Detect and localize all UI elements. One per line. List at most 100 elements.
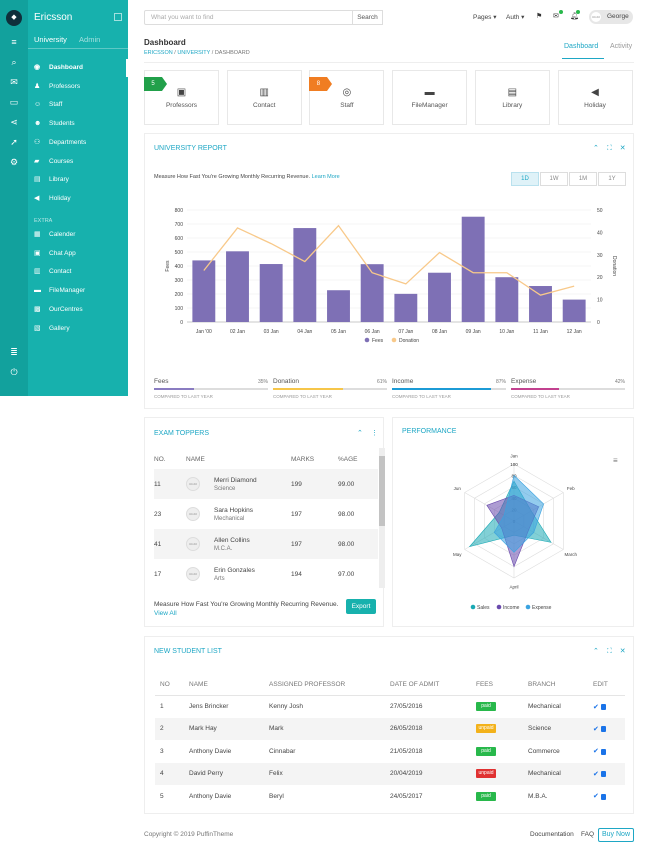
bar[interactable] [529, 286, 552, 322]
quick-card-library[interactable]: ▤ Library [474, 70, 550, 125]
table-row[interactable]: 11 40x40 Merri Diamond Science 199 99.00 [154, 469, 378, 499]
sidebar-item-staff[interactable]: ☺ Staff [34, 99, 128, 111]
edit-icon[interactable]: ✔ [593, 793, 599, 801]
logo-icon[interactable]: ◆ [6, 10, 22, 26]
user-menu[interactable]: 40x40 George [589, 10, 633, 24]
inbox-icon[interactable]: ✉ [10, 77, 18, 87]
settings-icon[interactable]: ⚙ [9, 157, 19, 167]
range-1w[interactable]: 1W [540, 172, 568, 186]
folder-icon[interactable]: ▭ [9, 97, 19, 107]
legend-sales[interactable]: Sales [477, 605, 490, 611]
delete-icon[interactable] [600, 726, 606, 733]
search-icon[interactable]: ⌕ [11, 57, 17, 67]
tab-dashboard[interactable]: Dashboard [564, 43, 599, 50]
close-icon[interactable]: ✕ [619, 145, 626, 152]
sidebar-item-professors[interactable]: ♟ Professors [34, 81, 128, 93]
search-button[interactable]: Search [353, 10, 383, 25]
bar[interactable] [327, 290, 350, 322]
chart-menu-icon[interactable]: ≡ [613, 456, 618, 465]
collapse-icon[interactable]: ⌃ [593, 145, 599, 152]
sidebar-item-contact[interactable]: ▥ Contact [34, 266, 128, 278]
sidebar-item-dashboard[interactable]: ◉ Dashboard [34, 59, 128, 77]
edit-icon[interactable]: ✔ [593, 725, 599, 733]
edit-icon[interactable]: ✔ [593, 770, 599, 778]
documentation-link[interactable]: Documentation [530, 831, 574, 838]
bar[interactable] [394, 293, 418, 322]
breadcrumb-university[interactable]: UNIVERSITY [177, 50, 211, 56]
table-row[interactable]: 17 40x40 Erin Gonzales Arts 194 97.00 [154, 559, 378, 589]
collapse-icon[interactable]: ⌃ [357, 430, 363, 437]
table-row[interactable]: 2 Mark Hay Mark 26/05/2018 unpaid Science ✔ [155, 717, 625, 740]
range-1d[interactable]: 1D [511, 172, 539, 186]
bar[interactable] [293, 228, 317, 322]
view-all-link[interactable]: View All [154, 610, 177, 617]
scrollbar-thumb[interactable] [379, 456, 385, 526]
export-button[interactable]: Export [346, 599, 376, 614]
quick-card-filemanager[interactable]: ▬ FileManager [392, 70, 468, 125]
close-icon[interactable]: ✕ [619, 648, 626, 655]
table-row[interactable]: 1 Jens Brincker Kenny Josh 27/05/2016 paid Me… [155, 695, 625, 718]
learn-more-link[interactable]: Learn More [311, 174, 340, 180]
quick-card-professors[interactable]: 5 ▣ Professors [144, 70, 219, 125]
sidebar-item-calender[interactable]: ▦ Calender [34, 229, 128, 241]
search-input[interactable]: What you want to find [144, 10, 353, 25]
sidebar-item-ourcentres[interactable]: ▩ OurCentres [34, 304, 128, 316]
buy-now-button[interactable]: Buy Now [598, 828, 634, 842]
auth-menu[interactable]: Auth ▾ [506, 14, 525, 21]
quick-card-contact[interactable]: ▥ Contact [226, 70, 302, 125]
bar[interactable] [226, 251, 249, 322]
delete-icon[interactable] [600, 771, 606, 778]
legend-income[interactable]: Income [503, 605, 520, 611]
legend-expense[interactable]: Expense [532, 605, 552, 611]
sidebar-item-chat-app[interactable]: ▣ Chat App [34, 248, 128, 260]
sidebar-item-departments[interactable]: ⚇ Departments [34, 137, 128, 149]
bar[interactable] [428, 272, 451, 322]
bar[interactable] [461, 216, 485, 322]
menu-icon[interactable]: ≡ [11, 37, 17, 47]
delete-icon[interactable] [600, 793, 606, 800]
power-icon[interactable]: ⏻ [10, 367, 18, 377]
edit-icon[interactable]: ✔ [593, 748, 599, 756]
sidebar-item-holiday[interactable]: ◀ Holiday [34, 193, 128, 205]
breadcrumb-ericsson[interactable]: ERICSSON [144, 50, 173, 56]
tab-university[interactable]: University [34, 35, 67, 44]
bar[interactable] [360, 264, 384, 322]
bar[interactable] [259, 264, 283, 322]
tab-admin[interactable]: Admin [79, 35, 101, 44]
tab-activity[interactable]: Activity [610, 43, 633, 50]
menu-lines-icon[interactable]: ≣ [10, 347, 18, 357]
collapse-icon[interactable]: ⌃ [593, 648, 599, 655]
pages-menu[interactable]: Pages ▾ [473, 14, 497, 21]
bar[interactable] [562, 299, 586, 322]
delete-icon[interactable] [600, 748, 606, 755]
sidebar-item-gallery[interactable]: ▧ Gallery [34, 323, 128, 335]
legend-fees[interactable]: Fees [372, 338, 384, 344]
range-1y[interactable]: 1Y [598, 172, 626, 186]
flag-icon[interactable]: ⚑ [536, 13, 543, 20]
share-icon[interactable]: ⋖ [10, 117, 18, 127]
quick-card-holiday[interactable]: ◀ Holiday [557, 70, 633, 125]
table-row[interactable]: 41 40x40 Allen Collins M.C.A. 197 98.00 [154, 529, 378, 559]
sidebar-item-courses[interactable]: ▰ Courses [34, 156, 128, 168]
table-row[interactable]: 23 40x40 Sara Hopkins Mechanical 197 98.00 [154, 499, 378, 529]
sidebar-item-library[interactable]: ▤ Library [34, 174, 128, 186]
delete-icon[interactable] [600, 703, 606, 710]
table-row[interactable]: 4 David Perry Felix 20/04/2019 unpaid Mechani… [155, 762, 625, 785]
table-row[interactable]: 3 Anthony Davie Cinnabar 21/05/2018 paid Comm… [155, 740, 625, 763]
bell-icon[interactable]: 🔔︎ [570, 13, 579, 20]
sidebar-item-students[interactable]: ☻ Students [34, 118, 128, 130]
table-scrollbar[interactable] [379, 448, 385, 588]
bar[interactable] [192, 260, 216, 322]
radar-series-expense[interactable] [493, 474, 544, 553]
more-vert-icon[interactable]: ⋮ [370, 430, 378, 437]
edit-icon[interactable]: ✔ [593, 703, 599, 711]
range-1m[interactable]: 1M [569, 172, 597, 186]
sidebar-item-filemanager[interactable]: ▬ FileManager [34, 285, 128, 297]
mail-icon[interactable]: ✉ [553, 13, 559, 20]
legend-donation[interactable]: Donation [399, 338, 419, 344]
quick-card-staff[interactable]: 8 ◎ Staff [309, 70, 385, 125]
table-row[interactable]: 5 Anthony Davie Beryl 24/05/2017 paid M.B.A. ✔ [155, 785, 625, 808]
rocket-icon[interactable]: ➚ [10, 137, 18, 147]
faq-link[interactable]: FAQ [581, 831, 595, 838]
close-sidebar-icon[interactable] [114, 13, 122, 21]
